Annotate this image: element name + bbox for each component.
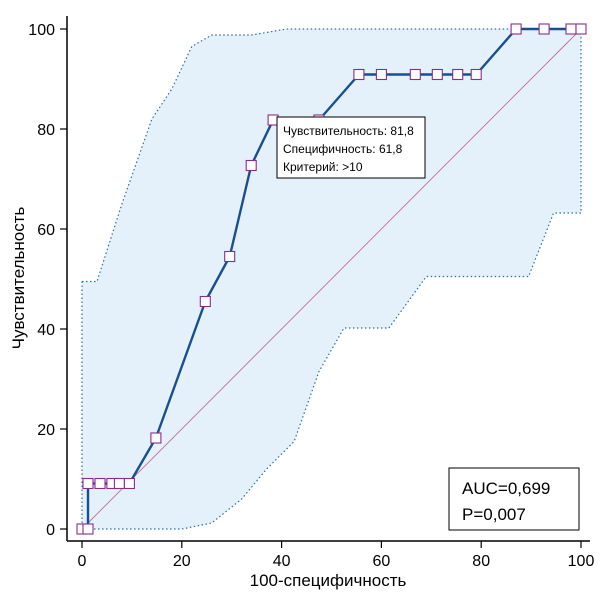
data-point [510, 23, 522, 35]
data-point [565, 23, 577, 35]
x-tick-label: 60 [373, 553, 391, 570]
auc-value: AUC=0,699 [462, 479, 550, 498]
data-point [224, 250, 236, 263]
y-tick-label: 40 [37, 322, 55, 339]
tooltip-sensitivity: Чувствительность: 81,8 [283, 124, 414, 138]
reference-line [81, 28, 582, 530]
data-point [375, 68, 387, 81]
axes [66, 16, 590, 542]
data-point [113, 477, 125, 490]
tooltip-criterion: Критерий: >10 [283, 160, 363, 174]
data-point [353, 68, 365, 81]
tooltip-specificity: Специфичность: 61,8 [283, 142, 403, 156]
diagonal-line [81, 28, 582, 530]
x-tick-label: 80 [472, 553, 490, 570]
data-point [82, 477, 94, 490]
stats-box: AUC=0,699 P=0,007 [448, 467, 580, 531]
data-point [431, 68, 443, 81]
data-point [538, 23, 550, 35]
data-point [409, 68, 421, 81]
y-tick-label: 80 [37, 122, 55, 139]
y-tick-label: 0 [46, 522, 55, 539]
y-tick-label: 100 [28, 22, 55, 39]
data-point [245, 159, 257, 172]
data-point [123, 477, 135, 490]
x-tick-label: 40 [273, 553, 291, 570]
x-tick-label: 20 [173, 553, 191, 570]
roc-markers [76, 23, 587, 535]
y-ticks: 0 20 40 60 80 100 [28, 22, 67, 539]
band-lower-edge [82, 212, 581, 530]
x-tick-label: 100 [568, 553, 595, 570]
p-value: P=0,007 [462, 505, 526, 524]
y-axis-title: Чувствительность [9, 206, 28, 349]
data-point [150, 432, 162, 444]
data-point [199, 295, 211, 308]
x-tick-label: 0 [78, 553, 87, 570]
tooltip-box [276, 116, 426, 179]
data-point [452, 68, 464, 81]
y-tick-label: 20 [37, 422, 55, 439]
y-tick-label: 60 [37, 222, 55, 239]
criterion-tooltip: Чувствительность: 81,8 Специфичность: 61… [276, 116, 426, 179]
data-point [470, 68, 482, 81]
x-axis-title: 100-специфичность [250, 571, 407, 590]
x-ticks: 0 20 40 60 80 100 [78, 541, 595, 570]
data-point [575, 23, 587, 35]
stats-box-frame [448, 467, 580, 531]
data-point [82, 523, 94, 535]
data-point [94, 477, 106, 490]
